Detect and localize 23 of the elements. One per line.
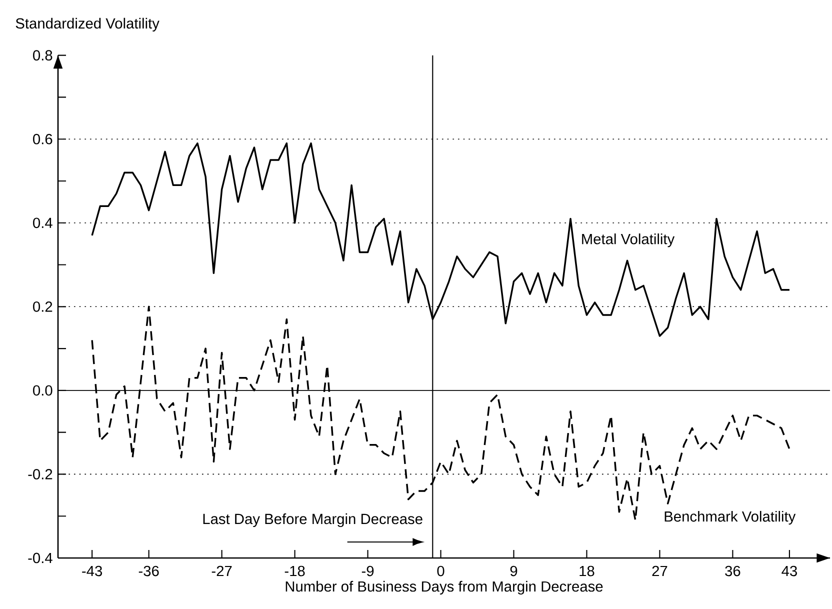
x-axis-title: Number of Business Days from Margin Decrease xyxy=(286,580,603,595)
series-label: Metal Volatility xyxy=(582,233,675,248)
x-tick-label: 36 xyxy=(725,566,740,576)
x-tick-label: -9 xyxy=(362,566,374,576)
y-tick-label: 0.4 xyxy=(33,218,52,228)
x-tick-label: -27 xyxy=(212,566,232,576)
y-tick-label: 0.8 xyxy=(33,50,52,61)
x-tick-label: -43 xyxy=(82,566,102,576)
y-axis-title: Standardized Volatility xyxy=(16,18,160,32)
y-tick-label: 0.6 xyxy=(33,134,52,144)
y-tick-label: 0.0 xyxy=(33,385,52,396)
y-tick-label: 0.2 xyxy=(33,301,52,312)
x-tick-label: 0 xyxy=(437,566,444,576)
series-label: Benchmark Volatility xyxy=(664,510,796,525)
x-tick-label: 9 xyxy=(510,566,518,576)
y-tick-label: -0.2 xyxy=(28,469,52,480)
x-tick-label: -36 xyxy=(138,566,159,576)
x-tick-label: 18 xyxy=(580,566,594,576)
ref-line-label: Last Day Before Margin Decrease xyxy=(203,513,422,528)
x-tick-label: -18 xyxy=(284,566,305,576)
y-tick-label: -0.4 xyxy=(28,552,52,564)
x-tick-label: 27 xyxy=(652,566,668,576)
x-tick-label: 43 xyxy=(782,566,797,576)
